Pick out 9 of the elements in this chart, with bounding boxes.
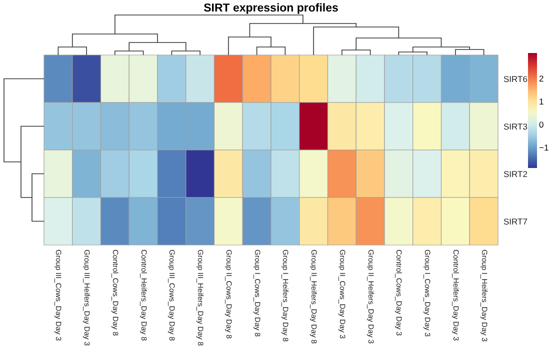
y-tick-label: SIRT3 (504, 121, 528, 132)
y-tick-label: SIRT7 (504, 216, 528, 226)
color-bar-label: 1 (539, 96, 544, 106)
color-bar-label: −1 (539, 142, 549, 152)
color-bar-label: 2 (539, 73, 544, 84)
y-tick-label: SIRT2 (504, 168, 528, 179)
chart-title: SIRT expression profiles (204, 2, 338, 14)
y-tick-label: SIRT6 (504, 74, 528, 84)
color-bar-label: 0 (539, 119, 544, 130)
